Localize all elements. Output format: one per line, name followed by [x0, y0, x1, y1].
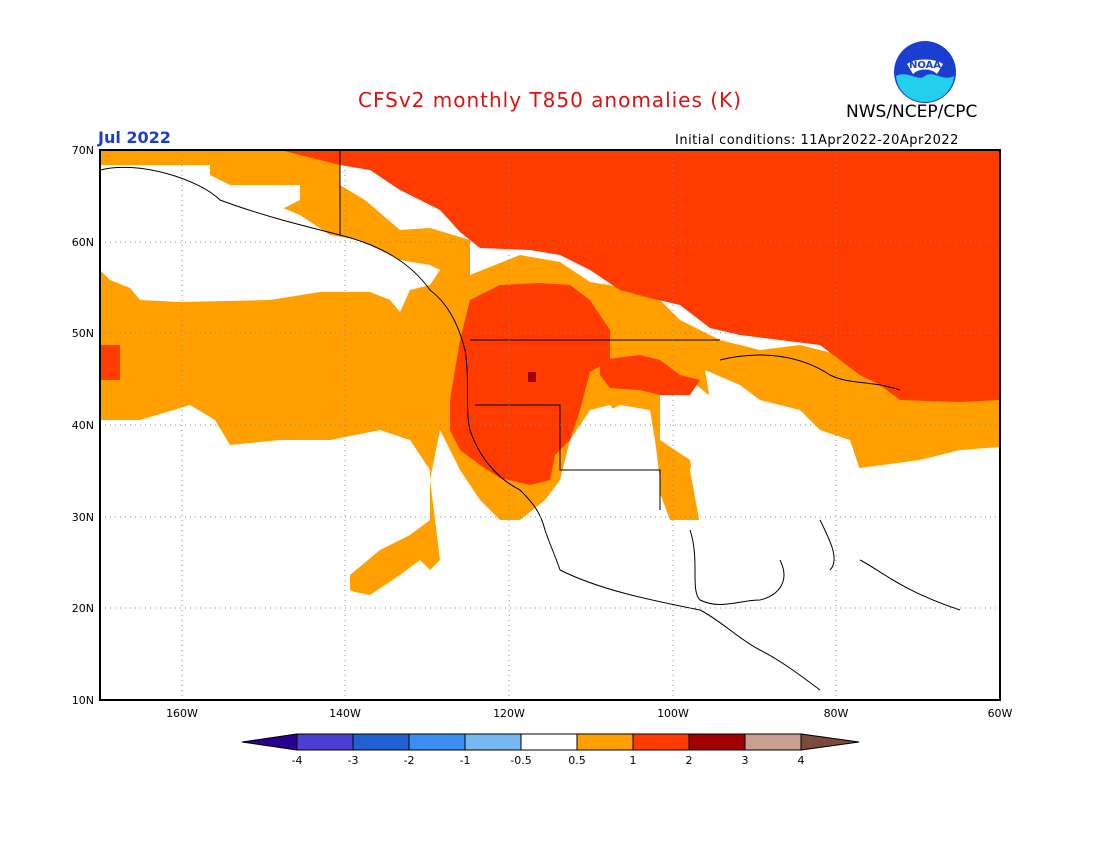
colorbar-swatch	[464, 733, 522, 751]
colorbar-swatch	[520, 733, 578, 751]
forecast-period: Jul 2022	[98, 128, 171, 147]
noaa-logo: NOAA	[894, 41, 956, 103]
colorbar-label: -0.5	[510, 754, 531, 767]
colorbar-label: -2	[404, 754, 415, 767]
colorbar-arrow-high	[800, 733, 860, 751]
lon-label: 140W	[329, 707, 361, 720]
colorbar-label: 1	[630, 754, 637, 767]
colorbar-label: -1	[460, 754, 471, 767]
lon-axis: 160W 140W 120W 100W 80W 60W	[166, 707, 1012, 720]
lat-label: 40N	[72, 419, 94, 432]
colorbar-label: -3	[348, 754, 359, 767]
coastlines	[99, 150, 961, 691]
anomaly-2-3-speck	[528, 372, 536, 382]
gridlines	[100, 150, 1000, 700]
initial-conditions: Initial conditions: 11Apr2022-20Apr2022	[675, 133, 959, 148]
lon-label: 120W	[493, 707, 525, 720]
lon-label: 80W	[824, 707, 849, 720]
lat-label: 50N	[72, 327, 94, 340]
lat-axis: 70N 60N 50N 40N 30N 20N 10N	[72, 144, 94, 707]
colorbar-swatch	[296, 733, 354, 751]
colorbar-swatch	[688, 733, 746, 751]
colorbar-swatch	[744, 733, 802, 751]
colorbar: -4 -3 -2 -1 -0.5 0.5 1 2 3 4	[241, 733, 860, 767]
lon-label: 60W	[988, 707, 1013, 720]
colorbar-label: 3	[742, 754, 749, 767]
anomaly-neutral-regions	[100, 165, 860, 525]
lat-label: 20N	[72, 602, 94, 615]
colorbar-label: 2	[686, 754, 693, 767]
colorbar-label: 0.5	[568, 754, 586, 767]
logo-text: NOAA	[909, 60, 941, 71]
colorbar-swatch	[576, 733, 634, 751]
colorbar-swatch	[632, 733, 690, 751]
lat-label: 30N	[72, 511, 94, 524]
lon-label: 160W	[166, 707, 198, 720]
colorbar-label: -4	[292, 754, 303, 767]
chart-title: CFSv2 monthly T850 anomalies (K)	[358, 88, 742, 112]
lat-label: 60N	[72, 236, 94, 249]
lon-label: 100W	[657, 707, 689, 720]
colorbar-swatch	[408, 733, 466, 751]
map-frame	[99, 149, 1001, 701]
lat-label: 10N	[72, 694, 94, 707]
lat-label: 70N	[72, 144, 94, 157]
colorbar-label: 4	[798, 754, 805, 767]
colorbar-arrow-low	[241, 733, 298, 751]
agency-label: NWS/NCEP/CPC	[846, 102, 978, 122]
colorbar-swatch	[352, 733, 410, 751]
